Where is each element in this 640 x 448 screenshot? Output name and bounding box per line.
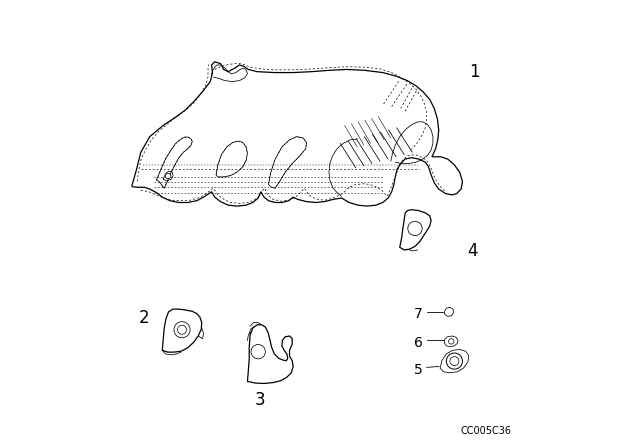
Text: 6: 6 [414, 336, 423, 350]
Text: 5: 5 [414, 362, 423, 377]
Polygon shape [132, 62, 463, 206]
Circle shape [446, 353, 463, 369]
Polygon shape [163, 309, 202, 352]
Circle shape [251, 345, 266, 359]
Text: 3: 3 [254, 391, 265, 409]
Circle shape [177, 325, 186, 334]
Circle shape [450, 357, 459, 366]
Text: 7: 7 [414, 306, 423, 321]
Text: 2: 2 [139, 309, 150, 327]
Polygon shape [445, 307, 454, 316]
Polygon shape [216, 141, 248, 177]
Polygon shape [248, 325, 293, 383]
Polygon shape [269, 137, 307, 188]
Polygon shape [440, 349, 468, 373]
Circle shape [174, 322, 190, 338]
Circle shape [408, 221, 422, 236]
Text: 4: 4 [467, 242, 477, 260]
Circle shape [166, 173, 171, 179]
Polygon shape [445, 336, 458, 347]
Polygon shape [157, 137, 192, 188]
Circle shape [449, 339, 454, 344]
Text: 1: 1 [469, 63, 480, 81]
Polygon shape [400, 210, 431, 250]
Text: CC005C36: CC005C36 [460, 426, 511, 436]
